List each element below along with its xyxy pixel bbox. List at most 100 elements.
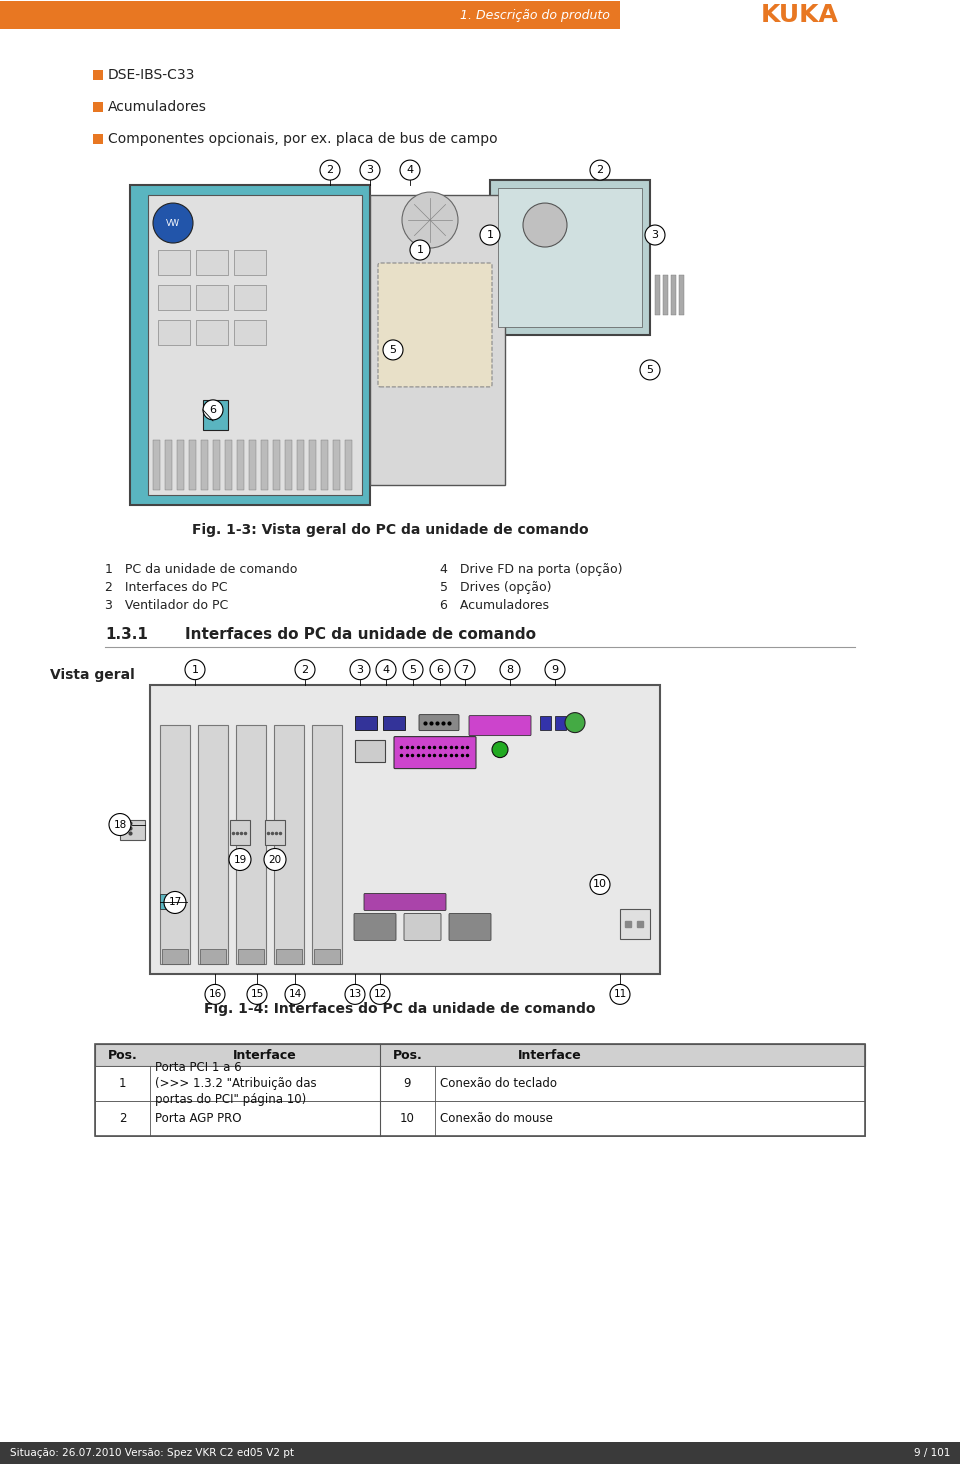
Circle shape: [480, 225, 500, 244]
Text: Vista geral: Vista geral: [50, 668, 134, 682]
Circle shape: [360, 160, 380, 180]
Bar: [93, 135, 103, 143]
Bar: [555, 716, 566, 729]
Text: Interfaces do PC da unidade de comando: Interfaces do PC da unidade de comando: [185, 627, 536, 643]
Bar: [158, 321, 190, 346]
Bar: [238, 950, 264, 965]
Circle shape: [492, 742, 508, 757]
Bar: [312, 725, 342, 965]
Circle shape: [203, 400, 223, 420]
Circle shape: [229, 849, 251, 871]
Text: 18: 18: [113, 820, 127, 830]
Circle shape: [205, 984, 225, 1004]
Text: 4   Drive FD na porta (opção): 4 Drive FD na porta (opção): [440, 564, 622, 577]
FancyBboxPatch shape: [354, 914, 396, 940]
Bar: [237, 439, 244, 490]
Bar: [265, 820, 285, 845]
Bar: [236, 725, 266, 965]
Text: 1: 1: [417, 244, 423, 255]
Text: 17: 17: [168, 897, 181, 908]
Bar: [93, 102, 103, 113]
Text: Fig. 1-4: Interfaces do PC da unidade de comando: Fig. 1-4: Interfaces do PC da unidade de…: [204, 1003, 596, 1016]
Text: Porta PCI 1 a 6
(>>> 1.3.2 "Atribuição das
portas do PCI" página 10): Porta PCI 1 a 6 (>>> 1.3.2 "Atribuição d…: [155, 1061, 317, 1107]
Text: 6: 6: [437, 665, 444, 675]
Bar: [261, 439, 268, 490]
Bar: [370, 195, 505, 485]
Circle shape: [590, 160, 610, 180]
Text: 4: 4: [382, 665, 390, 675]
Text: 14: 14: [288, 990, 301, 1000]
Bar: [490, 180, 650, 335]
Text: DSE-IBS-C33: DSE-IBS-C33: [108, 69, 196, 82]
Text: Situação: 26.07.2010 Versão: Spez VKR C2 ed05 V2 pt: Situação: 26.07.2010 Versão: Spez VKR C2…: [10, 1448, 294, 1458]
Bar: [148, 195, 362, 495]
Text: 4: 4: [406, 165, 414, 176]
Text: Porta AGP PRO: Porta AGP PRO: [155, 1113, 242, 1126]
Circle shape: [410, 240, 430, 261]
Text: 9: 9: [551, 665, 559, 675]
Bar: [620, 1, 960, 29]
Bar: [0, 1, 960, 29]
Text: 1.3.1: 1.3.1: [105, 627, 148, 643]
Bar: [200, 950, 226, 965]
Bar: [0, 1442, 960, 1464]
Circle shape: [370, 984, 390, 1004]
Text: 6   Acumuladores: 6 Acumuladores: [440, 599, 549, 612]
Circle shape: [455, 660, 475, 679]
Bar: [663, 275, 668, 315]
Bar: [285, 439, 292, 490]
Bar: [93, 70, 103, 81]
Circle shape: [345, 984, 365, 1004]
Text: 20: 20: [269, 855, 281, 865]
Circle shape: [376, 660, 396, 679]
Text: VW: VW: [166, 218, 180, 227]
Bar: [130, 184, 370, 505]
Bar: [273, 439, 280, 490]
Circle shape: [185, 660, 205, 679]
Text: 6: 6: [209, 406, 217, 414]
Bar: [234, 321, 266, 346]
Circle shape: [400, 160, 420, 180]
Bar: [95, 1066, 865, 1101]
Bar: [120, 820, 145, 839]
Bar: [355, 739, 385, 761]
Bar: [274, 725, 304, 965]
Text: KUKA: KUKA: [761, 3, 839, 28]
Text: 5: 5: [390, 346, 396, 354]
Bar: [153, 439, 160, 490]
Text: 11: 11: [613, 990, 627, 1000]
Bar: [540, 716, 551, 729]
Text: 19: 19: [233, 855, 247, 865]
Text: 5: 5: [646, 365, 654, 375]
Circle shape: [320, 160, 340, 180]
Bar: [162, 950, 188, 965]
Circle shape: [350, 660, 370, 679]
Text: Conexão do teclado: Conexão do teclado: [440, 1078, 557, 1091]
Bar: [314, 950, 340, 965]
Text: 10: 10: [400, 1113, 415, 1126]
Circle shape: [295, 660, 315, 679]
Circle shape: [383, 340, 403, 360]
Bar: [165, 439, 172, 490]
Circle shape: [247, 984, 267, 1004]
Bar: [95, 1044, 865, 1066]
FancyBboxPatch shape: [419, 714, 459, 731]
Text: 5: 5: [410, 665, 417, 675]
Circle shape: [640, 360, 660, 379]
Bar: [177, 439, 184, 490]
Text: 12: 12: [373, 990, 387, 1000]
Text: 13: 13: [348, 990, 362, 1000]
Bar: [160, 895, 180, 909]
Text: 2: 2: [596, 165, 604, 176]
Circle shape: [500, 660, 520, 679]
FancyBboxPatch shape: [404, 914, 441, 940]
Bar: [160, 725, 190, 965]
Bar: [230, 820, 250, 845]
Text: Interface: Interface: [518, 1048, 582, 1061]
Circle shape: [264, 849, 286, 871]
Bar: [189, 439, 196, 490]
Bar: [333, 439, 340, 490]
Text: 3   Ventilador do PC: 3 Ventilador do PC: [105, 599, 228, 612]
Bar: [196, 250, 228, 275]
Text: 3: 3: [356, 665, 364, 675]
